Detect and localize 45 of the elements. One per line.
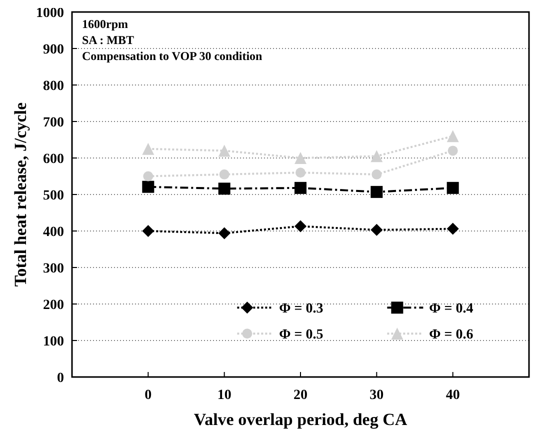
y-tick-label: 300 — [43, 262, 64, 276]
x-axis-title: Valve overlap period, deg CA — [194, 410, 408, 429]
x-tick-label: 20 — [294, 388, 308, 403]
point — [142, 142, 154, 155]
y-axis-title: Total heat release, J/cycle — [11, 102, 30, 287]
y-tick-label: 600 — [43, 152, 64, 167]
y-tick-label: 200 — [43, 298, 64, 313]
legend-label: Φ = 0.6 — [429, 328, 474, 343]
point — [294, 182, 306, 194]
point — [219, 169, 230, 180]
point — [218, 227, 230, 240]
x-tick-label: 0 — [144, 388, 152, 403]
point — [446, 130, 459, 142]
point — [446, 222, 459, 235]
point — [370, 224, 383, 236]
y-tick-label: 0 — [57, 371, 64, 386]
y-tick-label: 900 — [43, 42, 64, 58]
point — [296, 168, 306, 178]
legend-label: Φ = 0.3 — [279, 302, 324, 317]
point — [372, 169, 382, 180]
x-tick-label: 10 — [217, 388, 232, 403]
annotation: Compensation to VOP 30 condition — [82, 49, 263, 63]
x-tick-label: 30 — [370, 388, 384, 403]
y-tick-label: 500 — [43, 188, 64, 204]
point — [370, 186, 383, 198]
y-tick-label: 700 — [43, 116, 64, 130]
point — [143, 171, 154, 182]
y-tick-label: 400 — [43, 225, 64, 240]
legend-label: Φ = 0.4 — [429, 302, 474, 317]
y-tick-label: 800 — [43, 79, 64, 94]
point — [294, 152, 306, 164]
y-tick-label: 100 — [43, 334, 64, 350]
legend-label: Φ = 0.5 — [279, 328, 324, 343]
point — [218, 182, 230, 195]
point — [142, 180, 154, 193]
annotation: 1600rpm — [82, 17, 128, 31]
y-tick-label: 1000 — [36, 6, 64, 21]
point — [294, 220, 306, 232]
point — [142, 225, 154, 237]
point — [370, 150, 383, 162]
point — [218, 144, 230, 157]
x-tick-label: 40 — [446, 388, 460, 403]
annotation: SA : MBT — [82, 33, 134, 47]
point — [446, 182, 459, 194]
point — [448, 146, 458, 156]
